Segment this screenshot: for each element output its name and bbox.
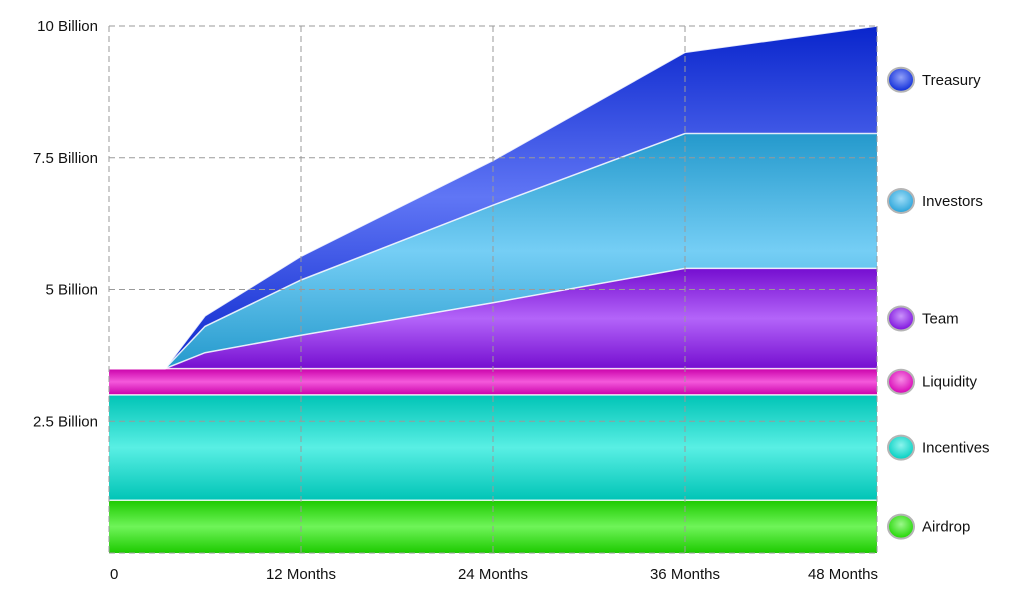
x-axis: 0 12 Months 24 Months 36 Months 48 Months [110, 566, 878, 583]
x-tick-label: 12 Months [266, 566, 336, 583]
grid-layer [108, 25, 878, 554]
legend-swatch [887, 434, 915, 461]
legend-item-treasury: Treasury [887, 66, 981, 93]
legend-swatch [887, 187, 915, 214]
y-tick-label: 10 Billion [37, 18, 98, 35]
legend-label: Team [922, 310, 959, 327]
legend: Airdrop Incentives Liquidity Team Investors T… [887, 66, 990, 540]
x-tick-label: 0 [110, 566, 118, 583]
legend-label: Incentives [922, 440, 990, 457]
legend-swatch [887, 66, 915, 93]
y-tick-label: 2.5 Billion [33, 413, 98, 430]
y-tick-label: 5 Billion [45, 282, 98, 299]
legend-item-team: Team [887, 305, 959, 332]
legend-label: Liquidity [922, 374, 978, 391]
legend-label: Investors [922, 193, 983, 210]
x-tick-label: 36 Months [650, 566, 720, 583]
legend-label: Treasury [922, 72, 981, 89]
legend-item-investors: Investors [887, 187, 983, 214]
x-tick-label: 24 Months [458, 566, 528, 583]
x-tick-label: 48 Months [808, 566, 878, 583]
legend-item-airdrop: Airdrop [887, 513, 970, 540]
y-tick-label: 7.5 Billion [33, 150, 98, 167]
legend-swatch [887, 368, 915, 395]
legend-item-liquidity: Liquidity [887, 368, 978, 395]
legend-item-incentives: Incentives [887, 434, 990, 461]
legend-swatch [887, 305, 915, 332]
legend-label: Airdrop [922, 519, 970, 536]
legend-swatch [887, 513, 915, 540]
y-axis: 2.5 Billion 5 Billion 7.5 Billion 10 Billio… [33, 18, 98, 430]
